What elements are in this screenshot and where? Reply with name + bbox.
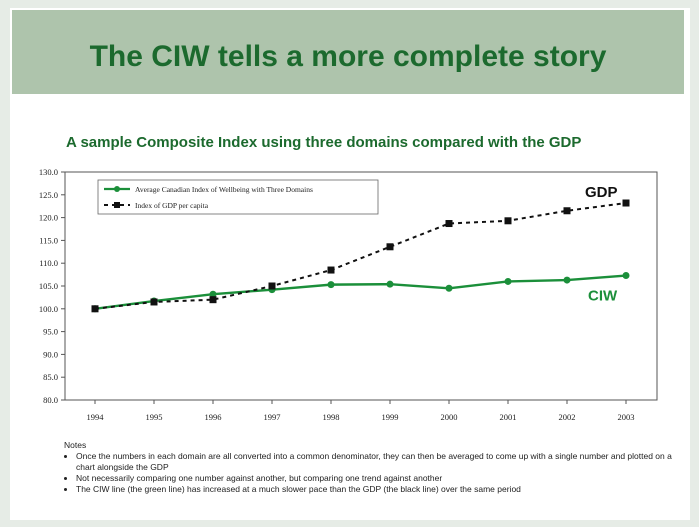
gdp-series-label: GDP bbox=[585, 184, 618, 201]
gdp-point bbox=[504, 217, 512, 225]
note-item: Not necessarily comparing one number aga… bbox=[76, 473, 684, 484]
y-tick-label: 90.0 bbox=[43, 349, 58, 359]
gdp-point bbox=[622, 199, 630, 207]
gdp-point bbox=[268, 282, 276, 290]
legend-gdp-marker bbox=[114, 202, 120, 208]
y-tick-label: 120.0 bbox=[39, 213, 58, 223]
chart-subtitle: A sample Composite Index using three dom… bbox=[66, 134, 582, 151]
x-tick-label: 1997 bbox=[264, 412, 281, 422]
y-tick-label: 125.0 bbox=[39, 190, 58, 200]
ciw-point bbox=[327, 281, 335, 289]
y-tick-label: 105.0 bbox=[39, 281, 58, 291]
legend-box bbox=[97, 179, 379, 215]
gdp-point bbox=[209, 296, 217, 304]
gdp-line bbox=[94, 202, 627, 310]
gdp-point bbox=[563, 207, 571, 215]
y-tick-label: 110.0 bbox=[39, 258, 58, 268]
x-tick-label: 1999 bbox=[382, 412, 399, 422]
notes-list: Once the numbers in each domain are all … bbox=[64, 451, 684, 495]
note-item: The CIW line (the green line) has increa… bbox=[76, 484, 684, 495]
x-tick-label: 2000 bbox=[441, 412, 458, 422]
legend-ciw-marker bbox=[114, 186, 120, 192]
gdp-point bbox=[91, 305, 99, 313]
y-tick-label: 80.0 bbox=[43, 395, 58, 405]
x-tick-label: 1994 bbox=[87, 412, 105, 422]
gdp-point bbox=[445, 220, 453, 228]
x-tick-label: 2001 bbox=[500, 412, 517, 422]
y-tick-label: 95.0 bbox=[43, 327, 58, 337]
y-tick-label: 130.0 bbox=[39, 167, 58, 177]
gdp-point bbox=[150, 298, 158, 306]
x-tick-label: 1995 bbox=[146, 412, 163, 422]
x-tick-label: 2003 bbox=[618, 412, 635, 422]
gdp-point bbox=[386, 243, 394, 251]
x-tick-label: 1996 bbox=[205, 412, 222, 422]
ciw-point bbox=[445, 284, 453, 292]
ciw-point bbox=[504, 277, 512, 285]
legend-ciw-label: Average Canadian Index of Wellbeing with… bbox=[135, 185, 313, 194]
title-banner: The CIW tells a more complete story bbox=[12, 10, 684, 94]
gdp-point bbox=[327, 266, 335, 274]
y-tick-label: 115.0 bbox=[39, 235, 58, 245]
ciw-point bbox=[209, 290, 217, 298]
legend-gdp-label: Index of GDP per capita bbox=[135, 201, 209, 210]
note-item: Once the numbers in each domain are all … bbox=[76, 451, 684, 473]
ciw-point bbox=[386, 280, 394, 288]
ciw-line bbox=[94, 274, 627, 310]
notes-heading: Notes bbox=[64, 440, 87, 450]
notes-section: Notes Once the numbers in each domain ar… bbox=[64, 440, 684, 495]
ciw-series-label: CIW bbox=[588, 288, 618, 305]
ciw-point bbox=[563, 276, 571, 284]
x-tick-label: 1998 bbox=[323, 412, 340, 422]
y-tick-label: 85.0 bbox=[43, 372, 58, 382]
slide-title: The CIW tells a more complete story bbox=[89, 40, 607, 73]
y-tick-label: 100.0 bbox=[39, 304, 58, 314]
x-tick-label: 2002 bbox=[559, 412, 576, 422]
ciw-point bbox=[622, 272, 630, 280]
